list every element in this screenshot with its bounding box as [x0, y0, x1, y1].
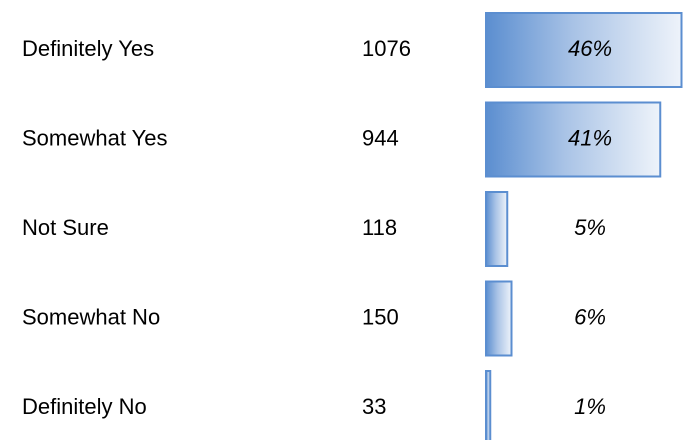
bar: [485, 101, 662, 178]
count-label: 118: [362, 215, 397, 240]
percent-label: 6%: [574, 304, 606, 329]
category-label: Not Sure: [22, 215, 109, 240]
percent-label: 46%: [568, 36, 612, 61]
count-label: 150: [362, 304, 399, 329]
count-label: 33: [362, 394, 386, 419]
category-label: Somewhat No: [22, 304, 160, 329]
percent-label: 5%: [574, 215, 606, 240]
category-label: Somewhat Yes: [22, 125, 168, 150]
count-label: 1076: [362, 36, 411, 61]
bar: [485, 370, 492, 440]
category-label: Definitely Yes: [22, 36, 154, 61]
count-label: 944: [362, 125, 399, 150]
percent-label: 1%: [574, 394, 606, 419]
bar: [485, 280, 513, 357]
bar: [485, 191, 509, 267]
percent-label: 41%: [568, 125, 612, 150]
bar: [485, 12, 683, 88]
category-label: Definitely No: [22, 394, 147, 419]
